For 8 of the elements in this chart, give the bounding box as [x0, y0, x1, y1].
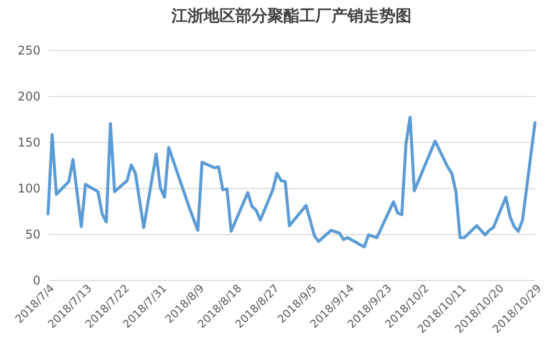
- chart-title: 江浙地区部分聚酯工厂产销走势图: [170, 6, 412, 25]
- y-tick-label: 250: [18, 44, 40, 58]
- y-tick-label: 100: [18, 182, 40, 196]
- y-tick-label: 0: [32, 274, 40, 288]
- line-series: [46, 116, 536, 248]
- y-tick-label: 50: [25, 228, 40, 242]
- y-tick-label: 150: [18, 136, 40, 150]
- y-tick-label: 200: [18, 90, 40, 104]
